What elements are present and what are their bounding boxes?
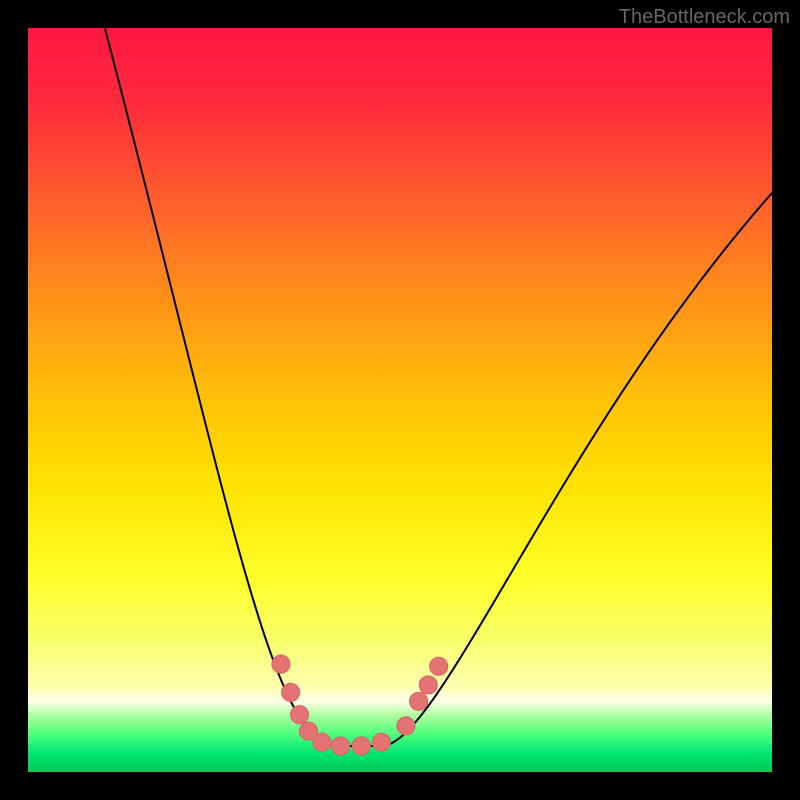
chart-container: TheBottleneck.com <box>0 0 800 800</box>
data-marker <box>272 655 290 673</box>
data-marker <box>397 717 415 735</box>
data-marker <box>410 692 428 710</box>
data-marker <box>282 683 300 701</box>
bottleneck-chart <box>0 0 800 800</box>
plot-gradient-background <box>28 28 772 772</box>
data-marker <box>352 737 370 755</box>
watermark-text: TheBottleneck.com <box>619 6 790 29</box>
data-marker <box>313 733 331 751</box>
data-marker <box>419 676 437 694</box>
data-marker <box>430 657 448 675</box>
data-marker <box>291 706 309 724</box>
data-marker <box>372 733 390 751</box>
data-marker <box>331 737 349 755</box>
